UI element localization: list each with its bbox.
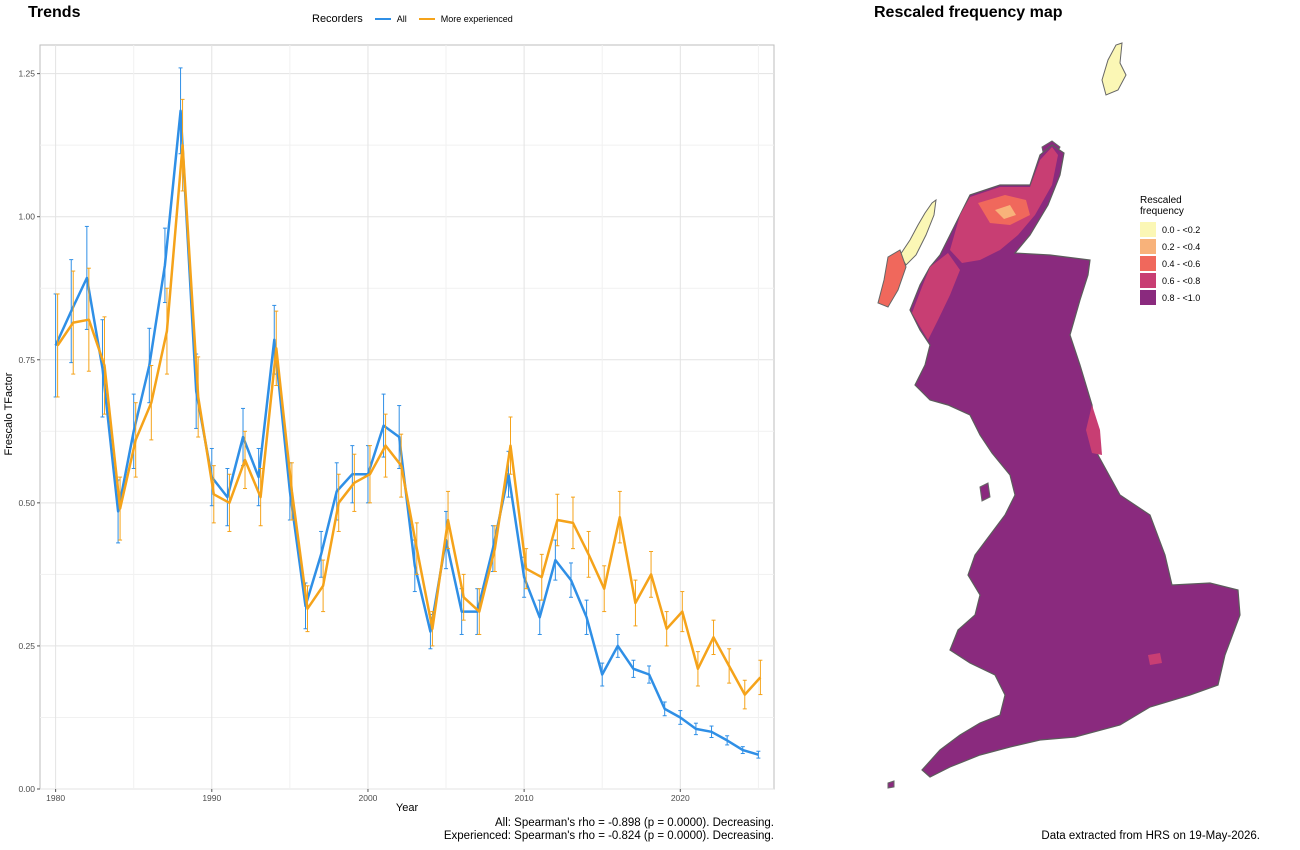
map-legend-item: 0.0 - <0.2 xyxy=(1140,221,1200,238)
map-outer-hebrides xyxy=(899,198,937,266)
series-line xyxy=(56,143,762,696)
map-legend-item: 0.2 - <0.4 xyxy=(1140,238,1200,255)
chart-legend: Recorders All More experienced xyxy=(312,13,513,25)
map-legend-label: 0.2 - <0.4 xyxy=(1162,241,1201,252)
y-tick-label: 1.25 xyxy=(18,69,35,79)
map-hebrides-south xyxy=(877,249,907,308)
map-east-anglia-patch xyxy=(1148,653,1162,665)
legend-label-all: All xyxy=(396,14,407,24)
map-legend-key xyxy=(1140,239,1156,254)
series-layer xyxy=(53,67,763,759)
grid-lines xyxy=(40,45,774,790)
map-legend-item: 0.4 - <0.6 xyxy=(1140,255,1200,272)
y-axis-title: Frescalo TFactor xyxy=(3,372,15,455)
stats-experienced: Experienced: Spearman's rho = -0.824 (p … xyxy=(443,830,774,842)
data-source-note: Data extracted from HRS on 19-May-2026. xyxy=(1041,830,1260,842)
legend-title: Recorders xyxy=(312,13,363,25)
stats-all: All: Spearman's rho = -0.898 (p = 0.0000… xyxy=(495,817,774,829)
map-legend-key xyxy=(1140,273,1156,288)
map-legend-label: 0.4 - <0.6 xyxy=(1162,258,1201,269)
gb-frequency-map xyxy=(877,42,1241,789)
map-legend-key xyxy=(1140,222,1156,237)
map-legend-label: 0.8 - <1.0 xyxy=(1162,292,1201,303)
map-mainland xyxy=(909,144,1241,778)
map-legend: Rescaled frequency 0.0 - <0.2 0.2 - <0.4… xyxy=(1140,195,1200,306)
map-legend-title: Rescaled frequency xyxy=(1140,195,1184,217)
map-shetland xyxy=(1101,42,1127,96)
x-tick-label: 1990 xyxy=(202,793,221,803)
map-legend-key xyxy=(1140,256,1156,271)
map-legend-item: 0.6 - <0.8 xyxy=(1140,272,1200,289)
x-axis-title: Year xyxy=(396,802,419,814)
legend-swatch-experienced xyxy=(418,18,435,20)
plot-panel xyxy=(39,44,775,790)
map-legend-label: 0.6 - <0.8 xyxy=(1162,275,1201,286)
axes: 0.00 0.25 0.50 0.75 1.00 1.25 1980 1990 2000 2010… xyxy=(18,69,690,803)
map-legend-label: 0.0 - <0.2 xyxy=(1162,224,1201,235)
trend-chart: 0.00 0.25 0.50 0.75 1.00 1.25 1980 1990 2000 2010… xyxy=(3,44,775,814)
x-tick-label: 2000 xyxy=(358,793,377,803)
trends-title: Trends xyxy=(28,4,81,21)
map-legend-item: 0.8 - <1.0 xyxy=(1140,289,1200,306)
map-west-coast-band xyxy=(912,253,960,340)
x-tick-label: 2020 xyxy=(671,793,690,803)
legend-swatch-all xyxy=(374,18,391,20)
x-tick-label: 1980 xyxy=(46,793,65,803)
y-tick-label: 0.75 xyxy=(18,355,35,365)
x-tick-label: 2010 xyxy=(515,793,534,803)
y-tick-label: 0.50 xyxy=(18,498,35,508)
series-experienced xyxy=(55,98,763,710)
map-nw-band-3 xyxy=(995,205,1016,219)
map-scilly xyxy=(887,780,895,789)
stats-block: All: Spearman's rho = -0.898 (p = 0.0000… xyxy=(444,817,774,843)
map-isle-of-man xyxy=(979,482,991,502)
y-tick-label: 0.00 xyxy=(18,784,35,794)
map-title: Rescaled frequency map xyxy=(874,4,1063,21)
legend-label-experienced: More experienced xyxy=(440,14,513,24)
map-east-coast-band xyxy=(1086,405,1102,455)
map-legend-key xyxy=(1140,290,1156,305)
y-tick-label: 1.00 xyxy=(18,212,35,222)
y-tick-label: 0.25 xyxy=(18,641,35,651)
